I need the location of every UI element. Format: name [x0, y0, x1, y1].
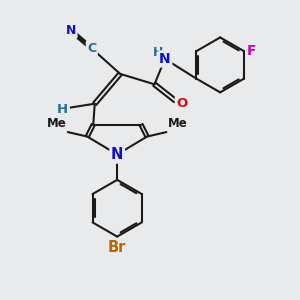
Text: H: H — [57, 103, 68, 116]
Text: Me: Me — [168, 117, 188, 130]
Text: F: F — [247, 44, 256, 58]
Text: O: O — [176, 97, 188, 110]
Text: N: N — [159, 52, 171, 66]
Text: N: N — [66, 24, 76, 37]
Text: C: C — [87, 42, 96, 55]
Text: H: H — [153, 46, 164, 59]
Text: Me: Me — [46, 117, 66, 130]
Text: Br: Br — [108, 240, 126, 255]
Text: N: N — [111, 147, 123, 162]
